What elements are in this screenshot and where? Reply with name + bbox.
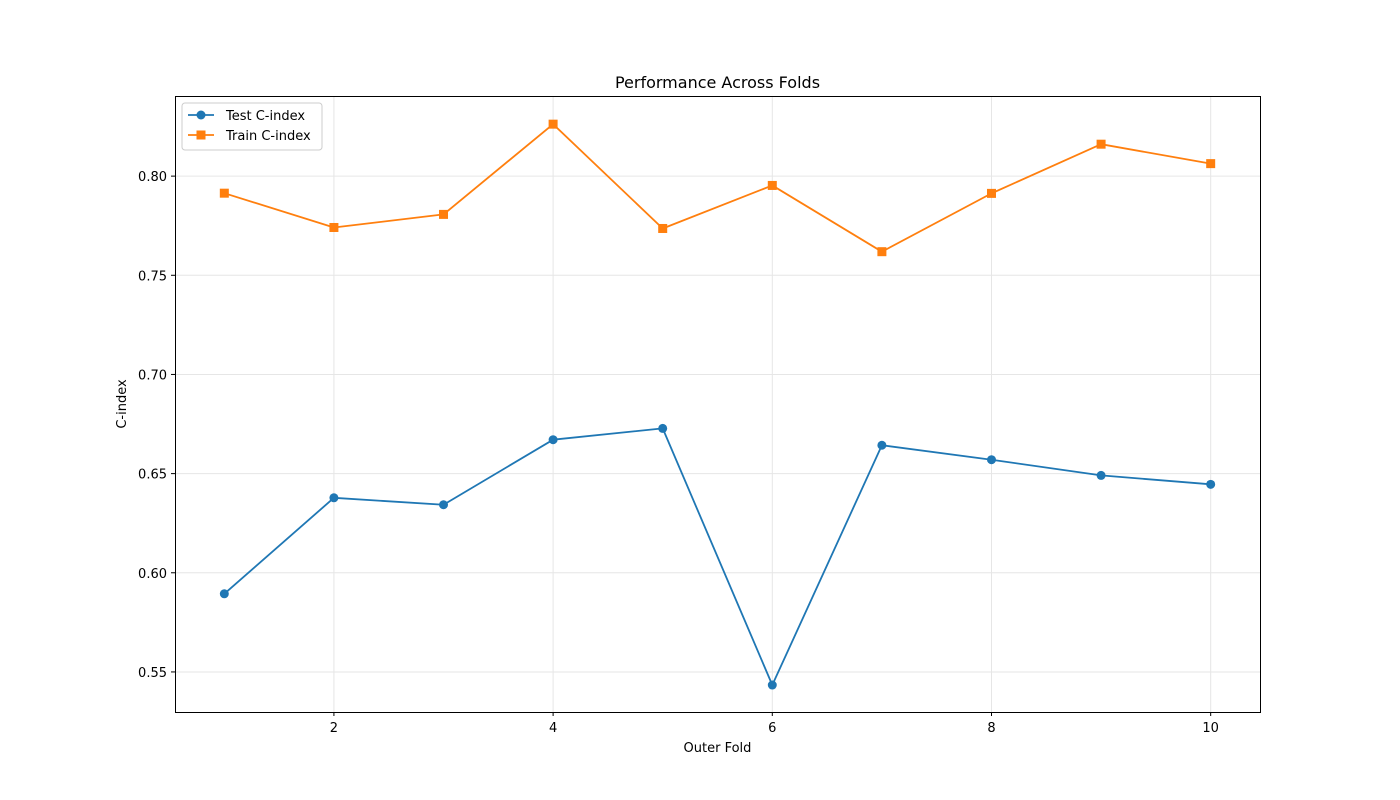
data-point xyxy=(986,188,996,198)
y-tick-label: 0.55 xyxy=(138,666,167,681)
data-point xyxy=(548,435,558,445)
legend-marker-train-c-index xyxy=(196,130,206,140)
data-point xyxy=(1096,470,1106,480)
data-point xyxy=(439,500,449,510)
x-axis-label: Outer Fold xyxy=(684,741,752,756)
legend-label-test-c-index: Test C-index xyxy=(225,109,305,124)
data-point xyxy=(1206,159,1216,169)
data-point xyxy=(439,209,449,219)
data-point xyxy=(767,180,777,190)
data-point xyxy=(219,188,229,198)
legend: Test C-index Train C-index xyxy=(181,102,323,151)
data-point xyxy=(548,119,558,129)
series-test-c-index xyxy=(219,423,1216,690)
legend-marker-test-c-index xyxy=(196,110,206,120)
y-tick-label: 0.75 xyxy=(138,269,167,284)
x-axis-ticks: 2 4 6 8 10 xyxy=(330,712,1219,736)
y-axis-ticks: 0.55 0.60 0.65 0.70 0.75 0.80 xyxy=(138,170,175,681)
data-point xyxy=(329,222,339,232)
series-train-c-index xyxy=(219,119,1216,257)
x-tick-label: 6 xyxy=(768,721,776,736)
data-point xyxy=(1206,479,1216,489)
data-point xyxy=(658,223,668,233)
series-line-train-c-index xyxy=(224,123,1211,253)
y-tick-label: 0.80 xyxy=(138,170,167,185)
chart-title: Performance Across Folds xyxy=(615,73,820,92)
data-point xyxy=(986,455,996,465)
series-line-test-c-index xyxy=(223,427,1211,686)
data-point xyxy=(329,493,339,503)
data-point xyxy=(219,589,229,599)
grid-lines xyxy=(175,96,1260,712)
x-tick-label: 2 xyxy=(330,721,338,736)
legend-label-train-c-index: Train C-index xyxy=(225,129,311,144)
x-tick-label: 8 xyxy=(987,721,995,736)
data-point xyxy=(767,680,777,690)
y-tick-label: 0.60 xyxy=(138,567,167,582)
data-point xyxy=(658,423,668,433)
y-tick-label: 0.65 xyxy=(138,468,167,483)
series-layer xyxy=(219,119,1216,690)
x-tick-label: 10 xyxy=(1202,721,1219,736)
x-tick-label: 4 xyxy=(549,721,557,736)
data-point xyxy=(1096,139,1106,149)
data-point xyxy=(877,440,887,450)
plot-frame xyxy=(175,96,1261,713)
y-tick-label: 0.70 xyxy=(138,368,167,383)
data-point xyxy=(877,247,887,257)
legend-box xyxy=(181,102,323,151)
y-axis-label: C-index xyxy=(115,379,130,429)
